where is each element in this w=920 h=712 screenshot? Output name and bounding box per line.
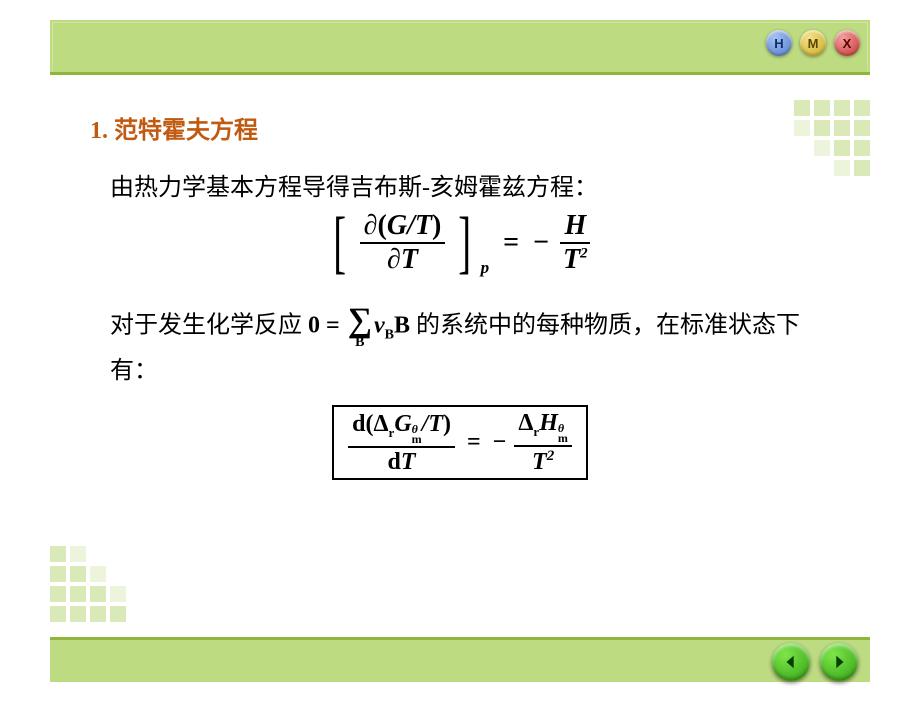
partial-symbol-2: ∂: [387, 244, 401, 275]
close-icon[interactable]: X: [834, 30, 860, 56]
bottom-bar: [50, 637, 870, 682]
h-sub-sup: θm: [558, 423, 568, 443]
delta-2: Δ: [518, 410, 533, 436]
menu-icon[interactable]: M: [800, 30, 826, 56]
equation-gibbs-helmholtz: [ ∂(G/T) ∂T ] p = − H T2: [90, 212, 830, 274]
left-bracket: [: [334, 213, 347, 273]
reaction-text: 对于发生化学反应 0 = ∑ B vBB 的系统中的每种物质，在标准状态下有：: [110, 304, 830, 393]
slash-t: /T: [422, 411, 443, 437]
eq-inline: =: [320, 313, 346, 339]
rhs-exp2: 2: [580, 246, 588, 262]
nav-buttons: [772, 643, 858, 681]
eq2-rhs-frac: ΔrHθm T2: [514, 411, 572, 474]
lparen: (: [378, 210, 387, 241]
decor-checker-bottom: [50, 546, 126, 622]
t-denom: T: [401, 449, 416, 475]
top-band-inner: [52, 22, 868, 71]
sigma-symbol: ∑: [348, 304, 372, 338]
minus: −: [533, 227, 549, 259]
next-button[interactable]: [820, 643, 858, 681]
nu: v: [374, 313, 385, 339]
denom-t: T: [401, 244, 418, 275]
summation: ∑ B: [348, 304, 372, 350]
line2-pre: 对于发生化学反应: [110, 313, 308, 339]
lhs-fraction: ∂(G/T) ∂T: [360, 212, 446, 274]
exp2-2: 2: [547, 448, 555, 464]
prev-button[interactable]: [772, 643, 810, 681]
rhs-fraction: H T2: [559, 212, 592, 274]
right-bracket: ]: [459, 213, 472, 273]
partial-symbol: ∂: [364, 210, 378, 241]
heading: 1. 范特霍夫方程: [90, 110, 830, 145]
minus-2: −: [493, 429, 507, 456]
rparen-2: ): [443, 411, 451, 437]
top-icons: H M X: [766, 30, 860, 56]
t-2: T: [532, 449, 547, 475]
rhs-t: T: [563, 244, 580, 275]
g-sub-sup: θm: [412, 424, 422, 444]
subscript-p: p: [481, 258, 490, 278]
rparen: ): [432, 210, 441, 241]
rhs-h: H: [560, 212, 590, 244]
d-1: d: [352, 411, 365, 437]
arrow-left-icon: [782, 653, 800, 671]
species-b: B: [394, 313, 410, 339]
sigma-sub: B: [355, 336, 364, 350]
g-over-t: G/T: [387, 210, 432, 241]
equals: =: [503, 227, 519, 259]
intro-text: 由热力学基本方程导得吉布斯-亥姆霍兹方程：: [110, 167, 830, 202]
g-sym: G: [394, 411, 411, 437]
h-sym: H: [539, 410, 558, 436]
delta-1: Δ: [373, 411, 388, 437]
top-band: H M X: [50, 20, 870, 75]
d-2: d: [388, 449, 401, 475]
nu-sub: B: [385, 327, 394, 342]
equals-2: =: [467, 429, 481, 456]
arrow-right-icon: [830, 653, 848, 671]
equation-vant-hoff: d(ΔrGθm/T) dT = − ΔrHθm T2: [90, 405, 830, 480]
eq2-lhs-frac: d(ΔrGθm/T) dT: [348, 412, 455, 474]
slide-content: 1. 范特霍夫方程 由热力学基本方程导得吉布斯-亥姆霍兹方程： [ ∂(G/T)…: [90, 110, 830, 480]
home-icon[interactable]: H: [766, 30, 792, 56]
zero: 0: [308, 313, 320, 339]
